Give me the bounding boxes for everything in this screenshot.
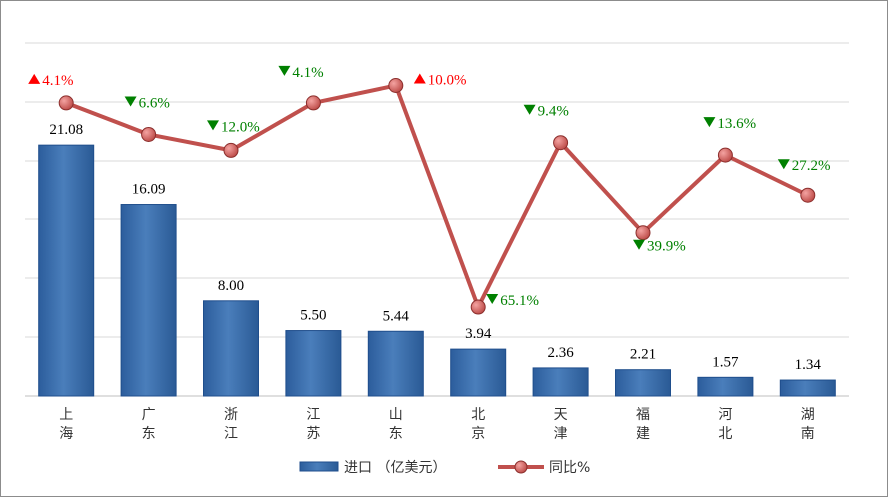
line-value-labels: 4.1% 6.6% 12.0% 4.1% 10.0% 65.1% 9.4% 39.9% 13.6…	[28, 65, 831, 309]
down-arrow-icon	[486, 294, 499, 305]
pct-label-6: 9.4%	[523, 104, 569, 120]
pct-value-label: 13.6%	[717, 116, 756, 132]
up-arrow-icon	[413, 73, 426, 84]
pct-value-label: 65.1%	[500, 293, 539, 309]
line-point-2	[223, 142, 239, 158]
pct-label-4: 10.0%	[413, 73, 467, 89]
line-point-0	[58, 95, 74, 111]
bar-8	[697, 376, 754, 397]
line-series	[58, 78, 816, 315]
bar-5	[450, 348, 507, 397]
line-path	[65, 83, 809, 310]
category-label: 湖南	[801, 407, 815, 442]
pct-label-5: 65.1%	[486, 293, 539, 309]
bar-value-label: 1.57	[712, 354, 739, 370]
bar-value-label: 3.94	[465, 326, 492, 342]
line-point-7	[635, 225, 651, 241]
category-axis-labels: 上海 广东 浙江 江苏 山东 北京 天津 福建 河北 湖南	[59, 407, 815, 442]
bar-series	[38, 144, 836, 397]
category-label: 北京	[471, 407, 485, 442]
down-arrow-icon	[207, 120, 219, 131]
category-label: 上海	[59, 407, 73, 442]
down-arrow-icon	[777, 159, 790, 170]
legend-line-marker	[514, 460, 528, 474]
line-point-9	[800, 187, 816, 203]
bar-value-label: 5.50	[300, 308, 326, 324]
bar-value-label: 5.44	[383, 308, 410, 324]
pct-label-2: 12.0%	[207, 119, 260, 135]
line-point-8	[717, 147, 733, 163]
bar-2	[203, 300, 259, 397]
pct-value-label: 6.6%	[139, 95, 170, 111]
down-arrow-icon	[633, 239, 645, 250]
bar-value-label: 21.08	[49, 122, 83, 138]
legend-bar-swatch	[299, 461, 339, 472]
bar-0	[38, 144, 95, 397]
pct-value-label: 39.9%	[647, 239, 686, 255]
up-arrow-icon	[28, 73, 41, 84]
bar-value-label: 2.36	[547, 345, 574, 361]
legend-bar-label: 进口 （亿美元）	[344, 460, 446, 476]
pct-label-3: 4.1%	[278, 65, 324, 81]
line-point-6	[553, 135, 569, 151]
pct-label-0: 4.1%	[28, 73, 73, 89]
category-label: 江苏	[306, 407, 320, 442]
pct-label-9: 27.2%	[777, 158, 831, 174]
line-point-5	[470, 299, 486, 315]
category-label: 天津	[554, 407, 568, 442]
bar-4	[367, 330, 424, 397]
line-point-4	[388, 78, 404, 93]
category-label: 广东	[142, 407, 156, 442]
pct-value-label: 12.0%	[221, 119, 260, 135]
pct-value-label: 27.2%	[792, 158, 831, 174]
pct-label-8: 13.6%	[703, 116, 756, 132]
down-arrow-icon	[278, 65, 291, 76]
bar-3	[285, 330, 342, 397]
category-label: 浙江	[224, 407, 238, 442]
pct-label-1: 6.6%	[124, 95, 170, 111]
down-arrow-icon	[523, 104, 536, 115]
down-arrow-icon	[124, 96, 137, 107]
line-point-1	[141, 126, 157, 142]
bar-7	[615, 369, 671, 397]
bar-1	[120, 204, 177, 397]
bar-value-label: 1.34	[795, 357, 822, 373]
pct-label-7: 39.9%	[633, 239, 686, 255]
category-label: 山东	[389, 407, 403, 442]
bar-6	[532, 367, 589, 397]
category-label: 河北	[718, 407, 732, 442]
bar-value-label: 2.21	[630, 347, 656, 363]
pct-value-label: 4.1%	[42, 73, 73, 89]
bar-9	[779, 379, 836, 397]
pct-value-label: 9.4%	[538, 104, 569, 120]
bar-value-labels: 21.08 16.09 8.00 5.50 5.44 3.94 2.36 2.21 1.57 1.…	[49, 122, 821, 373]
bar-value-label: 16.09	[132, 182, 166, 198]
down-arrow-icon	[703, 117, 716, 128]
legend: 进口 （亿美元） 同比%	[299, 460, 590, 476]
line-point-3	[305, 95, 321, 111]
category-label: 福建	[636, 407, 650, 442]
pct-value-label: 10.0%	[428, 73, 467, 89]
legend-line-label: 同比%	[549, 460, 590, 476]
pct-value-label: 4.1%	[292, 65, 323, 81]
bar-value-label: 8.00	[218, 278, 244, 294]
